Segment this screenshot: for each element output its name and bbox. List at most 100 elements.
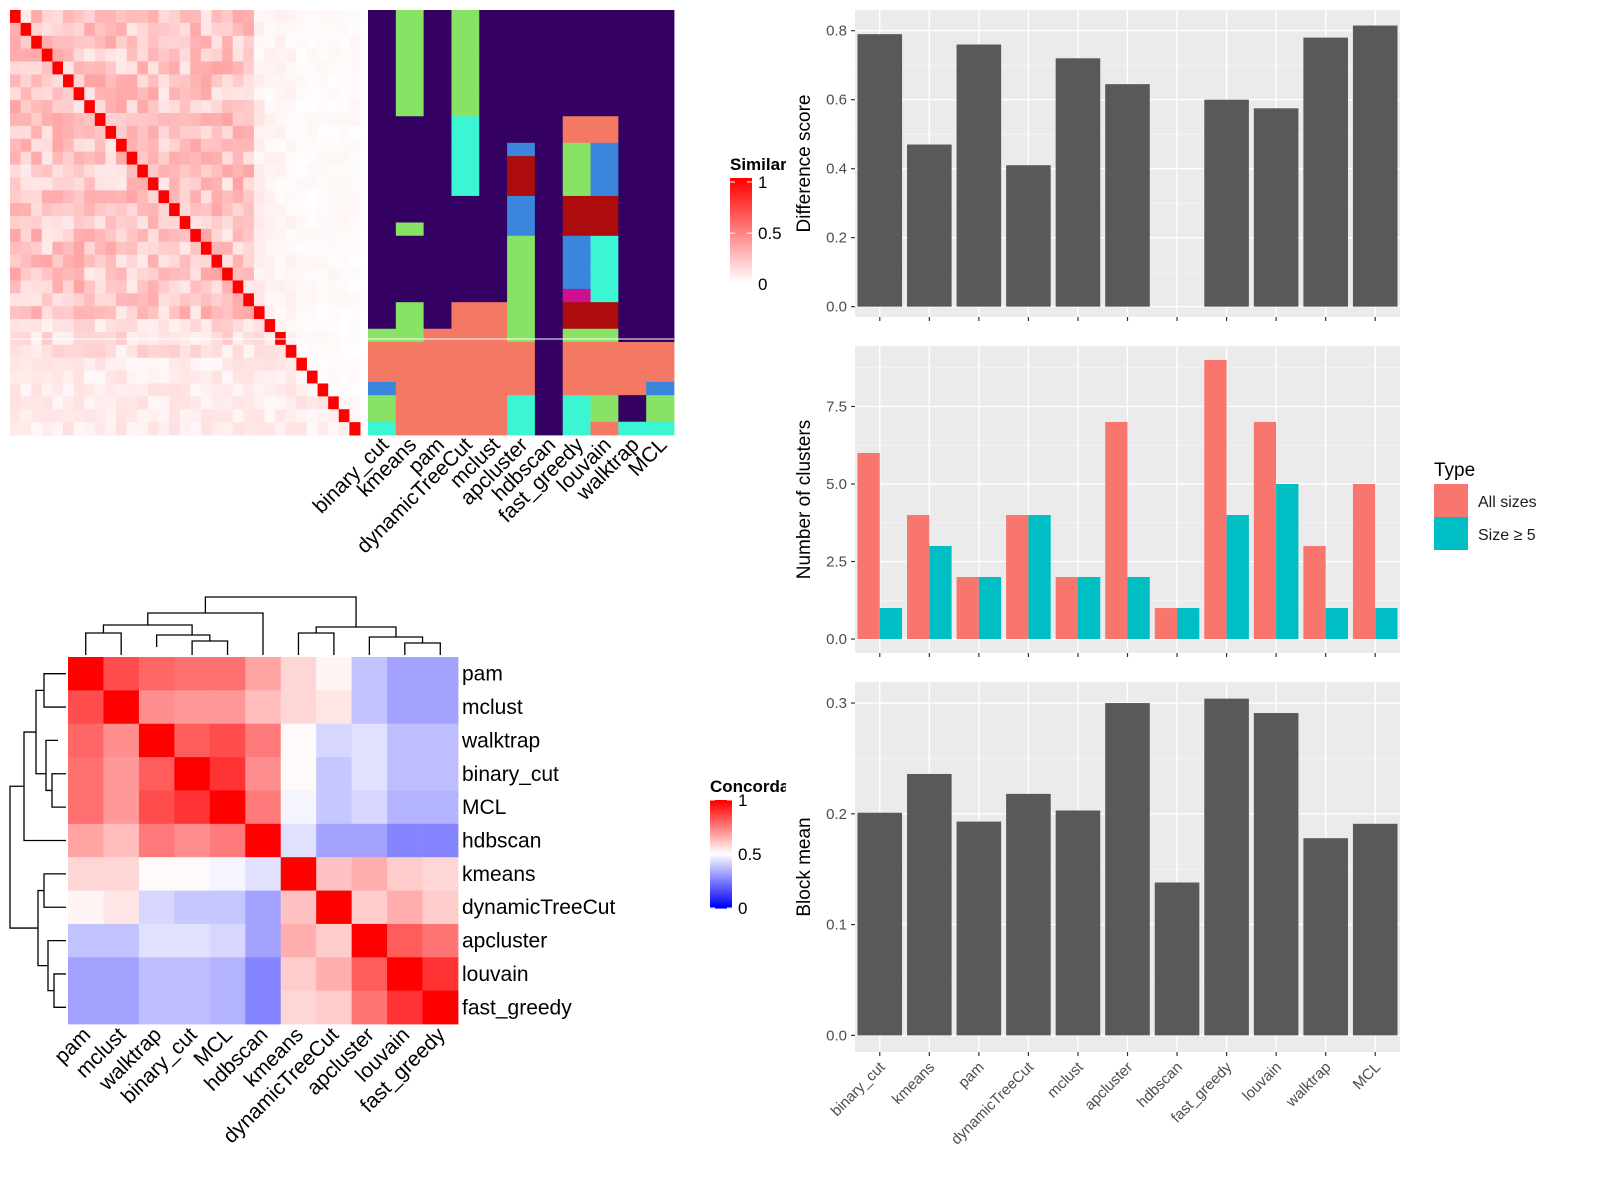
similarity-cell: [253, 10, 266, 24]
similarity-cell: [73, 344, 85, 359]
cluster-cell: [562, 116, 591, 130]
similarity-cell: [232, 138, 244, 153]
similarity-cell: [243, 138, 255, 153]
cluster-cell: [618, 355, 647, 369]
similarity-cell: [306, 319, 319, 333]
concordance-legend-swatch: [710, 875, 732, 879]
cluster-cell: [534, 116, 564, 130]
similarity-cell: [169, 35, 181, 50]
similarity-cell: [63, 280, 75, 294]
cluster-cell: [479, 182, 508, 197]
similarity-cell: [328, 177, 340, 191]
similarity-cell: [31, 22, 43, 37]
similarity-cell: [200, 113, 213, 127]
similarity-cell: [94, 344, 106, 359]
similarity-cell: [41, 241, 53, 256]
type-legend-all-label: All sizes: [1478, 494, 1537, 511]
cluster-cell: [590, 89, 619, 104]
similarity-cell: [63, 370, 75, 384]
concordance-cell: [316, 857, 353, 891]
similarity-cell: [264, 216, 276, 230]
bar: [1253, 108, 1299, 307]
similarity-cell: [200, 61, 213, 75]
similarity-cell: [285, 228, 297, 243]
similarity-cell: [211, 293, 223, 307]
similarity-cell: [232, 241, 244, 256]
cluster-cell: [507, 156, 536, 170]
cluster-cell: [451, 222, 480, 237]
cluster-cell: [618, 209, 647, 223]
similarity-cell: [158, 74, 170, 88]
similarity-cell: [20, 383, 32, 397]
similarity-cell: [84, 100, 96, 114]
concordance-legend-swatch: [710, 828, 732, 831]
concordance-cell: [138, 823, 175, 858]
similarity-legend-swatch: [730, 262, 752, 267]
similarity-cell: [338, 113, 350, 127]
similarity-cell: [264, 177, 276, 191]
dendrogram-branch: [23, 731, 66, 842]
similarity-cell: [190, 48, 202, 63]
similarity-cell: [10, 203, 22, 217]
similarity-cell: [63, 267, 75, 281]
similarity-cell: [243, 177, 255, 191]
similarity-cell: [147, 228, 159, 243]
concordance-cell: [68, 690, 104, 725]
cluster-cell: [395, 355, 425, 369]
cluster-cell: [507, 10, 536, 24]
cluster-cell: [451, 169, 480, 184]
similarity-cell: [63, 254, 75, 269]
similarity-legend-swatch: [730, 246, 752, 251]
similarity-cell: [105, 357, 117, 372]
similarity-cell: [296, 61, 308, 75]
cluster-cell: [507, 421, 536, 436]
cluster-cell: [368, 315, 397, 330]
similarity-cell: [275, 370, 287, 384]
dendrogram-branch: [43, 873, 66, 908]
concordance-legend-swatch: [710, 890, 732, 894]
similarity-cell: [285, 293, 297, 307]
similarity-cell: [190, 138, 202, 153]
similarity-cell: [63, 138, 75, 153]
similarity-cell: [211, 10, 223, 24]
similarity-cell: [211, 35, 223, 50]
similarity-cell: [169, 396, 181, 410]
cluster-cell: [646, 36, 675, 51]
similarity-cell: [253, 357, 266, 372]
similarity-cell: [41, 113, 53, 127]
similarity-cell: [190, 344, 202, 359]
y-tick-label: 7.5: [826, 398, 847, 415]
similarity-cell: [41, 293, 53, 307]
cluster-cell: [590, 395, 619, 409]
similarity-cell: [31, 74, 43, 88]
similarity-cell: [179, 48, 191, 63]
similarity-cell: [211, 61, 223, 75]
similarity-cell: [158, 35, 170, 50]
similarity-cell: [232, 74, 244, 88]
concordance-cell: [316, 990, 353, 1025]
similarity-cell: [275, 61, 287, 75]
similarity-cell: [264, 422, 276, 436]
cluster-cell: [590, 408, 619, 423]
similarity-cell: [190, 370, 202, 384]
similarity-cell: [179, 216, 191, 230]
similarity-cell: [73, 267, 85, 281]
similarity-cell: [147, 254, 159, 269]
cluster-cell: [368, 249, 397, 263]
similarity-cell: [169, 216, 181, 230]
similarity-legend-swatch: [730, 183, 752, 187]
similarity-cell: [41, 203, 53, 217]
similarity-legend-swatch: [730, 236, 752, 240]
similarity-cell: [317, 10, 329, 24]
similarity-cell: [20, 138, 32, 153]
similarity-legend-swatch: [730, 273, 752, 277]
similarity-cell: [200, 177, 213, 191]
similarity-cell: [306, 203, 319, 217]
similarity-cell: [52, 241, 64, 256]
bar: [1077, 577, 1101, 640]
cluster-cell: [646, 235, 675, 250]
similarity-cell: [116, 61, 128, 75]
concordance-legend-swatch: [710, 892, 732, 896]
similarity-cell: [179, 35, 191, 50]
similarity-cell: [84, 138, 96, 153]
